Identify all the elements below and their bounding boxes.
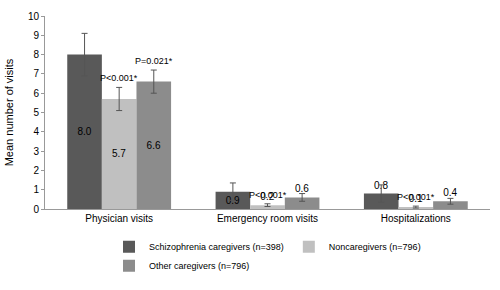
svg-text:0.4: 0.4 (443, 187, 457, 198)
svg-text:0.9: 0.9 (226, 195, 240, 206)
svg-text:1: 1 (33, 184, 39, 195)
svg-text:5.7: 5.7 (112, 148, 126, 159)
svg-text:3: 3 (33, 146, 39, 157)
svg-text:2: 2 (33, 165, 39, 176)
svg-text:Physician visits: Physician visits (85, 213, 153, 224)
svg-text:0: 0 (33, 204, 39, 215)
svg-text:6.6: 6.6 (147, 140, 161, 151)
svg-text:P<0.001*: P<0.001* (397, 192, 435, 202)
svg-text:0.8: 0.8 (374, 180, 388, 191)
svg-text:4: 4 (33, 126, 39, 137)
svg-text:P<0.001*: P<0.001* (100, 73, 138, 83)
svg-text:Emergency room visits: Emergency room visits (217, 213, 318, 224)
svg-text:Mean number of visits: Mean number of visits (3, 58, 15, 166)
svg-text:6: 6 (33, 88, 39, 99)
svg-text:Noncaregivers (n=796): Noncaregivers (n=796) (329, 242, 421, 252)
svg-text:Schizophrenia caregivers (n=39: Schizophrenia caregivers (n=398) (149, 242, 284, 252)
svg-text:P=0.021*: P=0.021* (135, 56, 173, 66)
svg-text:0.2: 0.2 (260, 191, 274, 202)
svg-text:Hospitalizations: Hospitalizations (381, 213, 451, 224)
svg-text:0.6: 0.6 (295, 183, 309, 194)
svg-text:P<0.001*: P<0.001* (249, 190, 287, 200)
svg-text:8.0: 8.0 (77, 126, 91, 137)
svg-text:7: 7 (33, 68, 39, 79)
svg-text:8: 8 (33, 49, 39, 60)
svg-text:5: 5 (33, 107, 39, 118)
svg-text:Other caregivers (n=796): Other caregivers (n=796) (149, 261, 249, 271)
svg-text:9: 9 (33, 30, 39, 41)
svg-text:10: 10 (28, 11, 40, 22)
svg-text:0.1: 0.1 (409, 193, 423, 204)
